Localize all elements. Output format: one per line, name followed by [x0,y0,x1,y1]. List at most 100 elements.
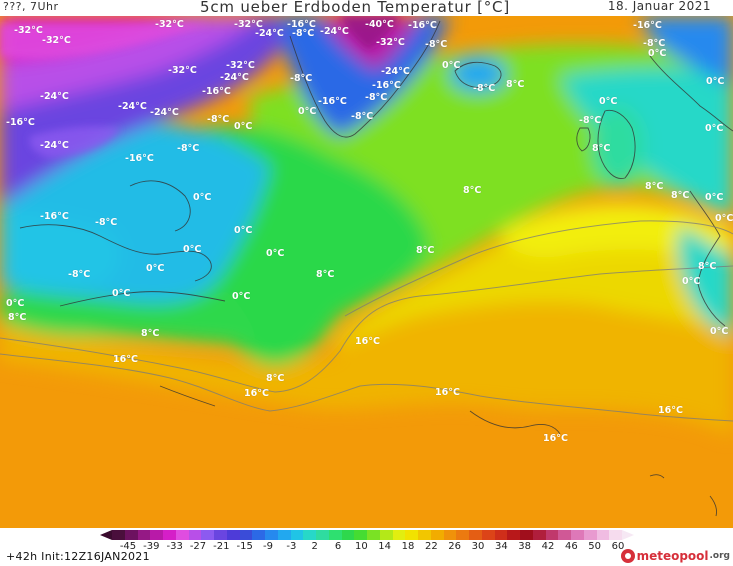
colorbar-tick-label: -21 [213,541,230,552]
colorbar-segment [609,530,622,540]
temperature-label: 0°C [705,123,724,134]
temperature-label: -16°C [40,211,69,222]
colorbar-segment [507,530,520,540]
temperature-label: -24°C [40,91,69,102]
colorbar-segment [367,530,380,540]
temperature-label: 0°C [146,263,165,274]
colorbar-segment [214,530,227,540]
temperature-map[interactable]: -32°C -32°C -32°C -32°C -24°C -16°C -8°C -24°C -… [0,16,733,528]
colorbar-segment [405,530,418,540]
temperature-label: -16°C [202,86,231,97]
temperature-label: 8°C [506,79,525,90]
colorbar-segment [418,530,431,540]
colorbar-tick-label: 30 [471,541,485,552]
map-footer: -45 -39 -33 -27 -21 -15 -9 -3 2 6 10 14 18 22 26 30 34 38… [0,528,733,566]
temperature-label: -24°C [220,72,249,83]
colorbar-tick-label: 6 [334,541,342,552]
colorbar-tick-label: 34 [494,541,508,552]
temperature-label: -8°C [473,83,496,94]
colorbar-segment [303,530,316,540]
colorbar-segment [494,530,508,540]
colorbar-segment [456,530,469,540]
temperature-label: 8°C [592,143,611,154]
temperature-label: -24°C [40,140,69,151]
temperature-label: 0°C [234,225,253,236]
temperature-label: 8°C [698,261,717,272]
temperature-label: -24°C [118,101,147,112]
temperature-label: 8°C [266,373,285,384]
temperature-label: 8°C [416,245,435,256]
temperature-label: 0°C [232,291,251,302]
run-time-label: ???, 7Uhr [3,0,59,13]
colorbar-tick-label: 10 [354,541,368,552]
colorbar-min-arrow [100,530,112,540]
temperature-label: -8°C [290,73,313,84]
meteopool-logo[interactable]: meteopool .org [620,547,730,565]
map-canvas [0,16,733,528]
temperature-label: 0°C [298,106,317,117]
colorbar-segment [583,530,597,540]
logo-text: meteopool [636,549,709,563]
temperature-label: -16°C [372,80,401,91]
temperature-label: 16°C [543,433,568,444]
colorbar-segment [290,530,304,540]
temperature-label: 16°C [435,387,460,398]
colorbar-segment [112,530,125,540]
colorbar-segment [226,530,240,540]
temperature-label: 0°C [599,96,618,107]
temperature-label: -8°C [177,143,200,154]
colorbar-tick-label: 38 [518,541,532,552]
temperature-label: -32°C [376,37,405,48]
temperature-label: -16°C [125,153,154,164]
temperature-label: -8°C [95,217,118,228]
temperature-label: -8°C [579,115,602,126]
colorbar-segment [596,530,610,540]
logo-icon [620,549,635,563]
temperature-label: -24°C [150,107,179,118]
temperature-label: 0°C [705,192,724,203]
colorbar-tick-label: -9 [263,541,273,552]
temperature-label: -8°C [425,39,448,50]
temperature-label: 0°C [706,76,725,87]
temperature-label: 0°C [648,48,667,59]
temperature-label: 16°C [658,405,683,416]
temperature-label: 0°C [6,298,25,309]
colorbar-segment [354,530,367,540]
temperature-label: -32°C [14,25,43,36]
colorbar-segment [137,530,151,540]
temperature-label: 8°C [141,328,160,339]
map-header: ???, 7Uhr 5cm ueber Erdboden Temperatur … [0,0,733,16]
temperature-label: -8°C [68,269,91,280]
colorbar-ticks: -45 -39 -33 -27 -21 -15 -9 -3 2 6 10 14 18 22 26 30 34 38… [0,541,733,553]
temperature-label: 0°C [442,60,461,71]
temperature-label: 0°C [183,244,202,255]
temperature-label: -32°C [42,35,71,46]
temperature-label: -8°C [292,28,315,39]
temperature-label: -32°C [234,19,263,30]
colorbar-segment [392,530,406,540]
colorbar-segment [532,530,546,540]
colorbar-tick-label: -39 [143,541,160,552]
temperature-label: 0°C [112,288,131,299]
colorbar-segment [443,530,457,540]
temperature-label: -8°C [207,114,230,125]
temperature-label: -8°C [351,111,374,122]
colorbar-tick-label: 46 [564,541,578,552]
colorbar-tick-label: 26 [448,541,462,552]
colorbar-segment [163,530,176,540]
colorbar-segment [252,530,265,540]
colorbar-segment [265,530,278,540]
colorbar-segment [469,530,482,540]
temperature-label: 16°C [244,388,269,399]
colorbar-tick-label: -33 [166,541,183,552]
colorbar-tick-label: 22 [424,541,438,552]
colorbar-segment [571,530,584,540]
colorbar-tick-label: -27 [189,541,207,552]
temperature-label: 16°C [355,336,380,347]
colorbar-segment [277,530,291,540]
colorbar-segment [328,530,342,540]
colorbar-segment [188,530,202,540]
temperature-label: -24°C [381,66,410,77]
map-date: 18. Januar 2021 [607,0,711,13]
temperature-label: 8°C [671,190,690,201]
